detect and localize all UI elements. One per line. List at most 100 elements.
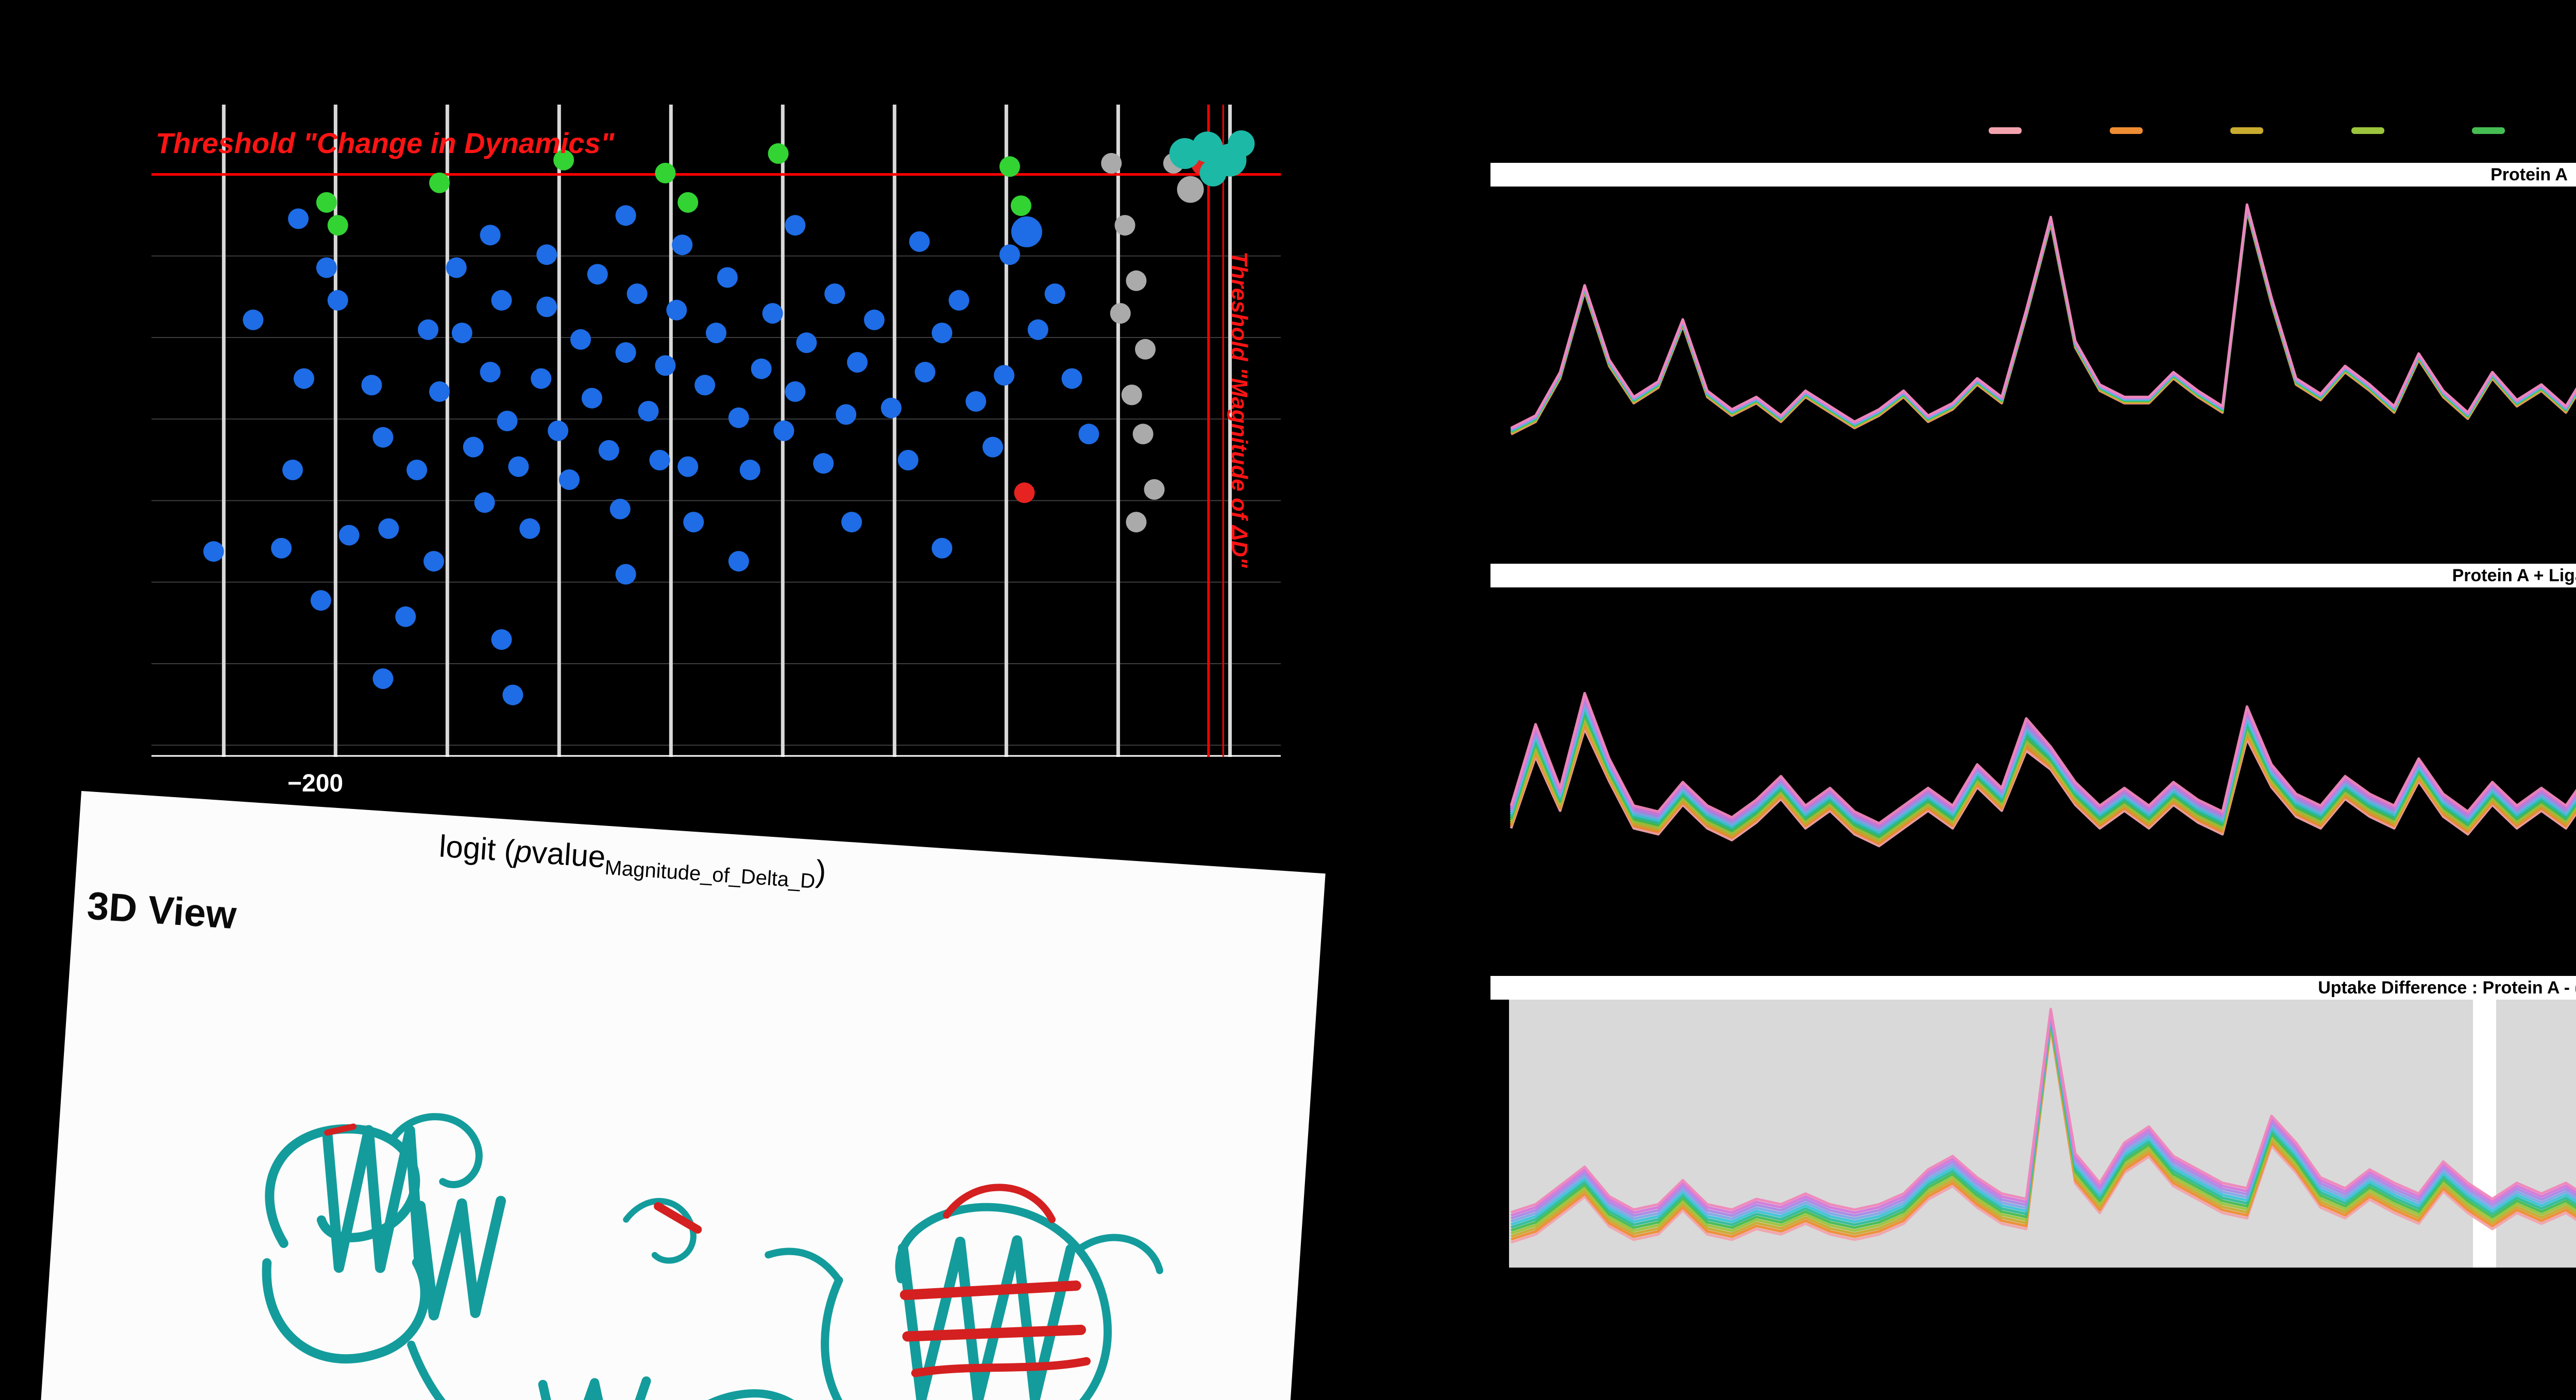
scatter-point[interactable] <box>491 629 512 650</box>
uptake-curve[interactable] <box>1511 1013 2576 1223</box>
scatter-point[interactable] <box>626 283 648 305</box>
scatter-point[interactable] <box>519 518 540 539</box>
scatter-point[interactable] <box>1228 130 1255 157</box>
uptake-curve[interactable] <box>1511 1026 2576 1248</box>
scatter-point[interactable] <box>598 440 619 461</box>
scatter-point[interactable] <box>813 453 834 474</box>
uptake-curve[interactable] <box>1511 1022 2576 1238</box>
scatter-point[interactable] <box>553 149 574 171</box>
scatter-point[interactable] <box>717 267 738 288</box>
scatter-point[interactable] <box>310 590 331 611</box>
uptake-curve[interactable] <box>1511 1009 2576 1217</box>
scatter-point[interactable] <box>982 436 1003 458</box>
scatter-point[interactable] <box>672 234 693 256</box>
scatter-point[interactable] <box>429 381 450 402</box>
scatter-point[interactable] <box>609 498 631 519</box>
scatter-point[interactable] <box>491 290 512 311</box>
scatter-point[interactable] <box>897 450 919 470</box>
scatter-point[interactable] <box>361 375 382 396</box>
uptake-curve[interactable] <box>1511 1017 2576 1229</box>
scatter-point[interactable] <box>847 352 868 373</box>
legend-swatch-2[interactable] <box>2109 127 2143 134</box>
uptake-curve[interactable] <box>1511 1024 2576 1241</box>
uptake-curve[interactable] <box>1511 1007 2576 1214</box>
scatter-point[interactable] <box>1014 482 1035 503</box>
scatter-point[interactable] <box>1044 283 1065 305</box>
protein-structure[interactable] <box>84 964 1299 1400</box>
scatter-point[interactable] <box>880 397 902 418</box>
scatter-point[interactable] <box>271 537 292 559</box>
uptake-curve[interactable] <box>1510 615 2576 827</box>
scatter-point[interactable] <box>316 192 337 213</box>
scatter-point[interactable] <box>796 332 817 353</box>
scatter-point[interactable] <box>965 391 987 412</box>
uptake-difference-chart-svg[interactable] <box>1490 1000 2576 1268</box>
scatter-point[interactable] <box>480 225 501 246</box>
uptake-curve[interactable] <box>1510 649 2576 843</box>
scatter-point[interactable] <box>1126 512 1147 533</box>
uptake-curve[interactable] <box>1510 634 2576 836</box>
scatter-point[interactable] <box>451 323 472 344</box>
scatter-point[interactable] <box>1027 319 1048 340</box>
scatter-point[interactable] <box>1114 215 1136 236</box>
scatter-point[interactable] <box>863 309 885 330</box>
scatter-point[interactable] <box>508 456 529 477</box>
scatter-point[interactable] <box>293 368 314 389</box>
scatter-point[interactable] <box>338 525 360 546</box>
scatter-point[interactable] <box>931 537 953 559</box>
scatter-point[interactable] <box>1177 176 1204 203</box>
scatter-point[interactable] <box>536 244 557 265</box>
scatter-point[interactable] <box>773 420 794 441</box>
scatter-point[interactable] <box>587 264 608 285</box>
scatter-point[interactable] <box>1011 216 1042 247</box>
scatter-point[interactable] <box>463 436 484 458</box>
scatter-point[interactable] <box>706 323 726 344</box>
scatter-point[interactable] <box>655 162 676 183</box>
uptake-curve[interactable] <box>1511 1019 2576 1232</box>
scatter-point[interactable] <box>559 469 580 490</box>
uptake-curve[interactable] <box>1510 659 2576 848</box>
uptake-curve[interactable] <box>1510 654 2576 845</box>
scatter-point[interactable] <box>638 401 659 421</box>
uptake-curve[interactable] <box>1511 1015 2576 1226</box>
scatter-point[interactable] <box>395 606 416 627</box>
scatter-point[interactable] <box>423 551 444 572</box>
uptake-curve[interactable] <box>1510 644 2576 841</box>
legend-swatch-5[interactable] <box>2472 127 2505 134</box>
scatter-point[interactable] <box>666 299 687 321</box>
scatter-point[interactable] <box>677 456 699 477</box>
scatter-point[interactable] <box>378 518 399 539</box>
scatter-point[interactable] <box>1110 303 1131 324</box>
scatter-point[interactable] <box>282 460 303 480</box>
scatter-point[interactable] <box>1144 479 1165 500</box>
scatter-point[interactable] <box>1126 270 1147 291</box>
uptake-curve[interactable] <box>1510 630 2576 834</box>
scatter-point[interactable] <box>316 257 337 278</box>
scatter-point[interactable] <box>728 551 749 572</box>
uptake-curve[interactable] <box>1510 625 2576 832</box>
scatter-point[interactable] <box>615 342 636 363</box>
scatter-point[interactable] <box>677 192 699 213</box>
legend-swatch-1[interactable] <box>1989 127 2022 134</box>
scatter-point[interactable] <box>841 512 862 533</box>
protein-a-chart-svg[interactable] <box>1490 187 2576 547</box>
scatter-point[interactable] <box>655 355 676 376</box>
uptake-curve[interactable] <box>1510 639 2576 838</box>
scatter-point[interactable] <box>1135 339 1156 360</box>
scatter-point[interactable] <box>768 143 789 164</box>
scatter-point[interactable] <box>785 381 806 402</box>
scatter-point[interactable] <box>615 564 636 585</box>
scatter-point[interactable] <box>683 512 704 533</box>
scatter-point[interactable] <box>1101 153 1122 174</box>
scatter-point[interactable] <box>327 290 348 311</box>
scatter-point[interactable] <box>429 172 450 193</box>
scatter-point[interactable] <box>548 420 569 441</box>
scatter-point[interactable] <box>327 215 348 236</box>
scatter-point[interactable] <box>243 309 264 330</box>
scatter-point[interactable] <box>372 427 394 448</box>
scatter-point[interactable] <box>914 362 936 383</box>
scatter-point[interactable] <box>502 684 523 705</box>
legend-swatch-3[interactable] <box>2230 127 2264 134</box>
scatter-point[interactable] <box>536 296 557 317</box>
scatter-point[interactable] <box>994 365 1014 386</box>
